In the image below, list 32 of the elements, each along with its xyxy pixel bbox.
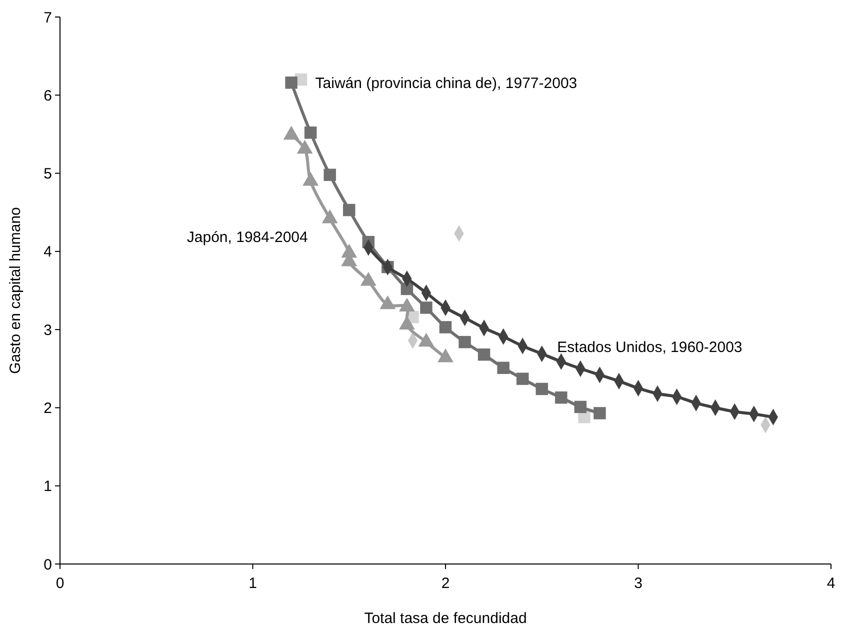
point [497, 362, 510, 374]
y-tick-label: 2 [44, 400, 52, 417]
point [478, 348, 490, 361]
x-axis-title: Total tasa de fecundidad [364, 610, 527, 627]
series-label: Taiwán (provincia china de), 1977-2003 [315, 74, 578, 92]
y-tick-label: 4 [44, 244, 52, 261]
series-label: Japón, 1984-2004 [186, 228, 308, 246]
point [536, 382, 548, 396]
y-tick-label: 1 [44, 478, 52, 496]
x-tick-label: 3 [634, 575, 642, 592]
y-tick-label: 5 [44, 166, 52, 183]
point [574, 400, 587, 414]
point [343, 204, 356, 216]
series-label: Estados Unidos, 1960-2003 [557, 338, 742, 356]
x-tick-label: 1 [248, 575, 257, 592]
y-tick-label: 3 [44, 322, 52, 339]
point [304, 126, 317, 139]
y-tick-label: 6 [44, 87, 52, 104]
point [458, 336, 471, 348]
point [555, 391, 568, 404]
y-tick-label: 7 [44, 9, 52, 26]
point [439, 321, 452, 334]
y-tick-label: 0 [44, 556, 52, 574]
point [324, 168, 336, 181]
point [594, 407, 606, 420]
x-tick-label: 4 [826, 575, 836, 592]
x-tick-label: 2 [441, 575, 450, 592]
x-tick-label: 0 [56, 575, 64, 592]
point [420, 302, 432, 314]
point [285, 76, 298, 89]
y-axis-title: Gasto en capital humano [7, 207, 24, 374]
point [516, 372, 529, 385]
